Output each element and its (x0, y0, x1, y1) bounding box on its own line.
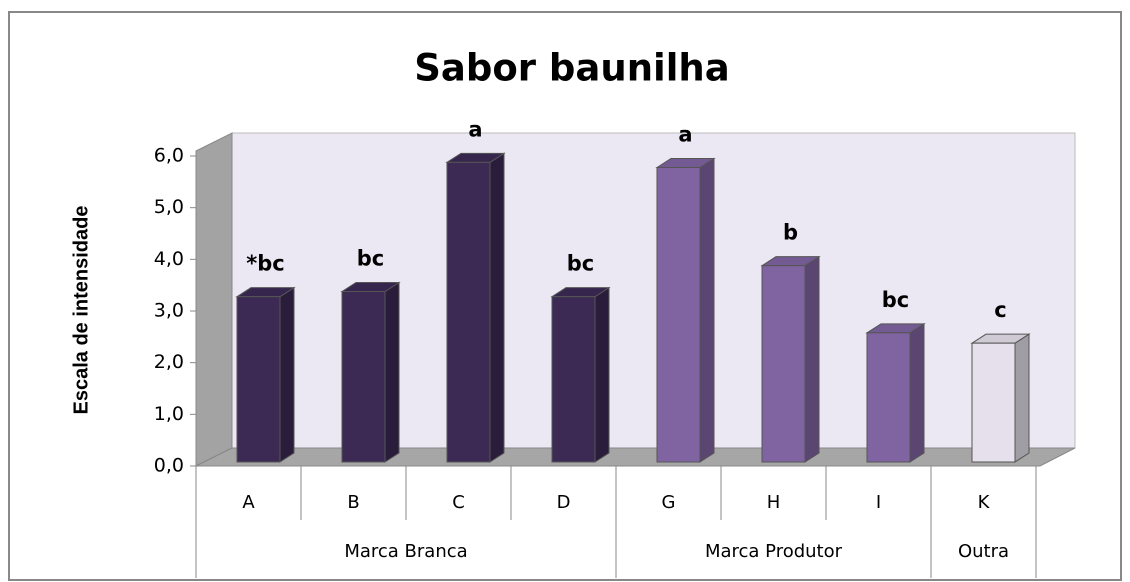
x-tick-label: H (767, 492, 781, 513)
x-tick-label: G (662, 492, 676, 513)
y-tick-label: 1,0 (154, 403, 184, 425)
bar (341, 291, 386, 463)
y-tick-label: 6,0 (154, 145, 184, 167)
bar (761, 265, 806, 463)
group-label: Outra (958, 541, 1009, 562)
bar (866, 332, 911, 463)
y-tick-label: 2,0 (154, 351, 184, 373)
x-tick-label: D (557, 492, 571, 513)
data-annotation: a (468, 117, 482, 141)
bar-side (384, 281, 400, 463)
data-annotation: b (783, 221, 798, 245)
bar-side (489, 152, 505, 463)
floor (195, 447, 1076, 467)
bar (971, 342, 1016, 463)
data-annotation: bc (357, 247, 384, 271)
x-tick-label: K (978, 492, 991, 513)
bar-side (699, 157, 715, 463)
y-tick-label: 0,0 (154, 455, 184, 477)
bar-side (804, 255, 820, 463)
x-tick-label: C (452, 492, 465, 513)
side-wall (195, 132, 233, 467)
y-tick-label: 3,0 (154, 300, 184, 322)
data-annotation: bc (567, 252, 594, 276)
bar-side (594, 286, 610, 463)
data-annotation: *bc (246, 252, 284, 276)
data-annotation: bc (882, 288, 909, 312)
group-label: Marca Branca (344, 541, 467, 562)
x-tick-label: B (347, 492, 359, 513)
group-label: Marca Produtor (705, 541, 843, 562)
bar (236, 296, 281, 463)
chart-title: Sabor baunilha (414, 47, 729, 90)
y-tick-label: 4,0 (154, 248, 184, 270)
bar-side (1014, 333, 1030, 463)
bar (656, 167, 701, 463)
bar (446, 161, 491, 463)
bar (551, 296, 596, 463)
bar-side (279, 286, 295, 463)
x-tick-label: A (242, 492, 255, 513)
data-annotation: c (994, 298, 1006, 322)
bar-side (909, 322, 925, 463)
y-axis-title: Escala de intensidade (70, 206, 92, 415)
x-tick-label: I (876, 492, 881, 513)
y-tick-label: 5,0 (154, 196, 184, 218)
data-annotation: a (678, 123, 692, 147)
